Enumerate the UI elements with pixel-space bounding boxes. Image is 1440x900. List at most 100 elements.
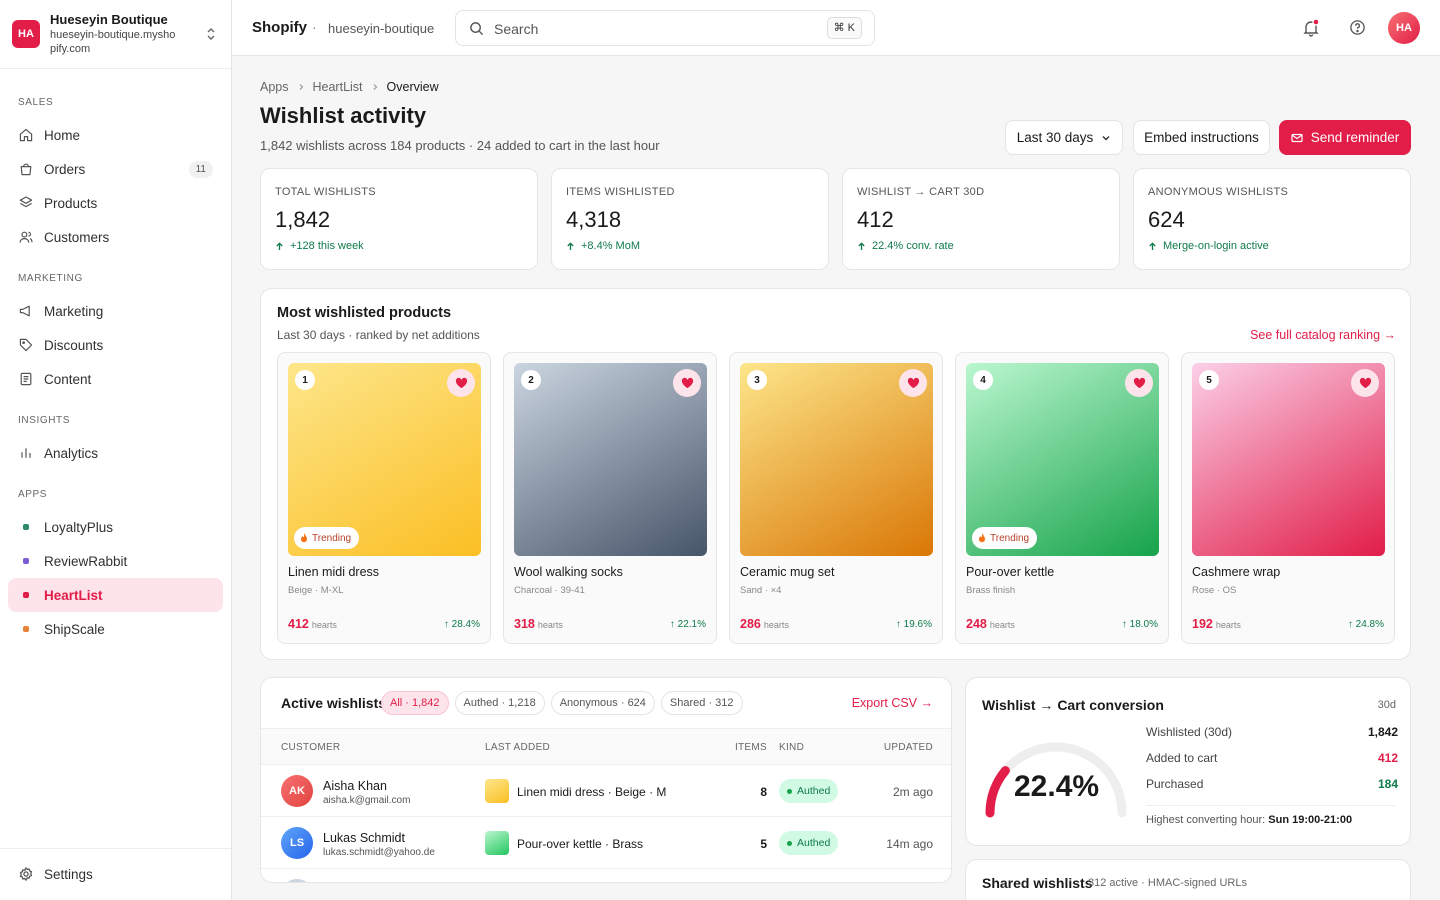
store-switch-icon[interactable] bbox=[204, 27, 218, 41]
nav-item[interactable]: Discounts bbox=[8, 328, 223, 362]
search-box[interactable]: Search ⌘ K bbox=[455, 10, 875, 46]
last-added: Pour-over kettle · Brass bbox=[517, 837, 644, 851]
date-range-button[interactable]: Last 30 days bbox=[1005, 120, 1123, 155]
product-card[interactable]: 2 Wool walking socks Charcoal · 39-41 318 he… bbox=[503, 352, 717, 644]
icon-part bbox=[301, 533, 307, 543]
icon-part bbox=[1359, 377, 1371, 389]
kpi-label: WISHLIST → CART 30D bbox=[857, 186, 985, 198]
icon-part bbox=[19, 338, 33, 352]
icon-part bbox=[1350, 20, 1365, 35]
send-reminder-button[interactable]: Send reminder bbox=[1279, 120, 1411, 155]
column-header: LAST ADDED bbox=[485, 742, 551, 753]
help-button[interactable] bbox=[1349, 19, 1366, 36]
icon-part bbox=[858, 241, 865, 250]
nav-item[interactable]: Marketing bbox=[8, 294, 223, 328]
app-dot bbox=[23, 558, 29, 564]
shared-card: Shared wishlists 312 active · HMAC-signe… bbox=[965, 859, 1411, 900]
section-heading: MARKETING bbox=[18, 273, 83, 284]
notifications-button[interactable] bbox=[1302, 19, 1320, 37]
customer-avatar bbox=[281, 879, 313, 882]
heart-button[interactable] bbox=[899, 369, 927, 397]
export-link[interactable]: Export CSV → bbox=[851, 696, 933, 710]
heart-button[interactable] bbox=[447, 369, 475, 397]
icon-part bbox=[22, 341, 25, 344]
nav: SALES Home Orders 11 Products Customers MARKET… bbox=[0, 95, 231, 646]
section-heading: APPS bbox=[18, 489, 48, 500]
trending-pill: Trending bbox=[294, 527, 360, 549]
updated: 2m ago bbox=[892, 785, 933, 799]
items-count: 5 bbox=[760, 837, 767, 851]
growth: ↑ 22.1% bbox=[669, 619, 706, 630]
table-row[interactable]: AK Aisha Khan aisha.k@gmail.com Linen midi … bbox=[261, 765, 951, 817]
icon-part bbox=[373, 83, 377, 90]
app-dot bbox=[23, 626, 29, 632]
nav-item[interactable]: ShipScale bbox=[8, 612, 223, 646]
icon-part bbox=[681, 377, 693, 389]
product-variant: Charcoal · 39-41 bbox=[514, 585, 585, 596]
icon-part bbox=[299, 83, 303, 90]
product-card[interactable]: 3 Ceramic mug set Sand · ×4 286 hearts ↑ 19.6… bbox=[729, 352, 943, 644]
filter-chip[interactable]: All · 1,842 bbox=[381, 691, 449, 715]
nav-item[interactable]: Products bbox=[8, 186, 223, 220]
filter-chip[interactable]: Authed · 1,218 bbox=[454, 691, 545, 715]
crumb[interactable]: Apps bbox=[260, 79, 289, 94]
user-avatar[interactable]: HA bbox=[1388, 12, 1420, 44]
icon-part bbox=[1291, 134, 1303, 139]
nav-icon bbox=[18, 161, 34, 177]
nav-item[interactable]: HeartList bbox=[8, 578, 223, 612]
icon-part bbox=[373, 83, 377, 90]
product-variant: Sand · ×4 bbox=[740, 585, 782, 596]
stat-value: 412 bbox=[1377, 751, 1398, 765]
crumb: Overview bbox=[386, 79, 439, 94]
settings-link[interactable]: Settings bbox=[8, 857, 223, 891]
stat-value: 184 bbox=[1377, 777, 1398, 791]
kpi-delta: +8.4% MoM bbox=[566, 240, 640, 252]
last-added: Linen midi dress · Beige · M bbox=[517, 785, 667, 799]
heart-button[interactable] bbox=[673, 369, 701, 397]
note-label: Highest converting hour: bbox=[1146, 814, 1266, 826]
nav-item[interactable]: ReviewRabbit bbox=[8, 544, 223, 578]
divider bbox=[0, 848, 231, 849]
table-header: CUSTOMER LAST ADDED ITEMS KIND UPDATED bbox=[261, 728, 951, 765]
icon-part bbox=[979, 533, 985, 543]
nav-label: Orders bbox=[44, 161, 86, 177]
catalog-link[interactable]: See full catalog ranking → bbox=[1250, 328, 1396, 342]
table-row[interactable]: LS Lukas Schmidt lukas.schmidt@yahoo.de Pou… bbox=[261, 817, 951, 869]
nav-item[interactable]: Analytics bbox=[8, 436, 223, 470]
store-name: Hueseyin Boutique bbox=[50, 12, 168, 27]
product-image: 2 bbox=[514, 363, 707, 556]
product-variant: Brass finish bbox=[966, 585, 1016, 596]
nav-item[interactable]: Home bbox=[8, 118, 223, 152]
divider bbox=[0, 68, 231, 69]
embed-button[interactable]: Embed instructions bbox=[1133, 120, 1270, 155]
nav-item[interactable]: Orders 11 bbox=[8, 152, 223, 186]
kind-pill: Authed bbox=[779, 831, 839, 855]
rank-badge: 4 bbox=[973, 370, 993, 390]
kpi-card: ITEMS WISHLISTED 4,318 +8.4% MoM bbox=[551, 168, 829, 270]
nav-label: HeartList bbox=[44, 587, 103, 603]
nav-item[interactable]: Customers bbox=[8, 220, 223, 254]
kpi-delta-text: 22.4% conv. rate bbox=[872, 240, 954, 252]
growth: ↑ 24.8% bbox=[1347, 619, 1384, 630]
icon-part bbox=[858, 241, 865, 250]
crumb[interactable]: HeartList bbox=[312, 79, 363, 94]
search-placeholder: Search bbox=[494, 21, 539, 37]
note-value: Sun 19:00-21:00 bbox=[1268, 814, 1353, 826]
filter-chip[interactable]: Shared · 312 bbox=[660, 691, 743, 715]
nav-item[interactable]: LoyaltyPlus bbox=[8, 510, 223, 544]
icon-part bbox=[207, 28, 215, 40]
heart-button[interactable] bbox=[1125, 369, 1153, 397]
product-card[interactable]: 1 Trending Linen midi dress Beige · M-XL 412… bbox=[277, 352, 491, 644]
icon-part bbox=[455, 377, 467, 389]
nav-item[interactable]: Content bbox=[8, 362, 223, 396]
customer-name: Aisha Khan bbox=[323, 779, 387, 793]
trending-label: Trending bbox=[990, 532, 1030, 544]
filter-chip[interactable]: Anonymous · 624 bbox=[550, 691, 655, 715]
product-card[interactable]: 5 Cashmere wrap Rose · OS 192 hearts ↑ 24.8% bbox=[1181, 352, 1395, 644]
stat-label: Purchased bbox=[1146, 777, 1204, 791]
heart-button[interactable] bbox=[1351, 369, 1379, 397]
icon-part bbox=[907, 377, 919, 389]
product-card[interactable]: 4 Trending Pour-over kettle Brass finish 248… bbox=[955, 352, 1169, 644]
kpi-value: 1,842 bbox=[275, 207, 331, 232]
